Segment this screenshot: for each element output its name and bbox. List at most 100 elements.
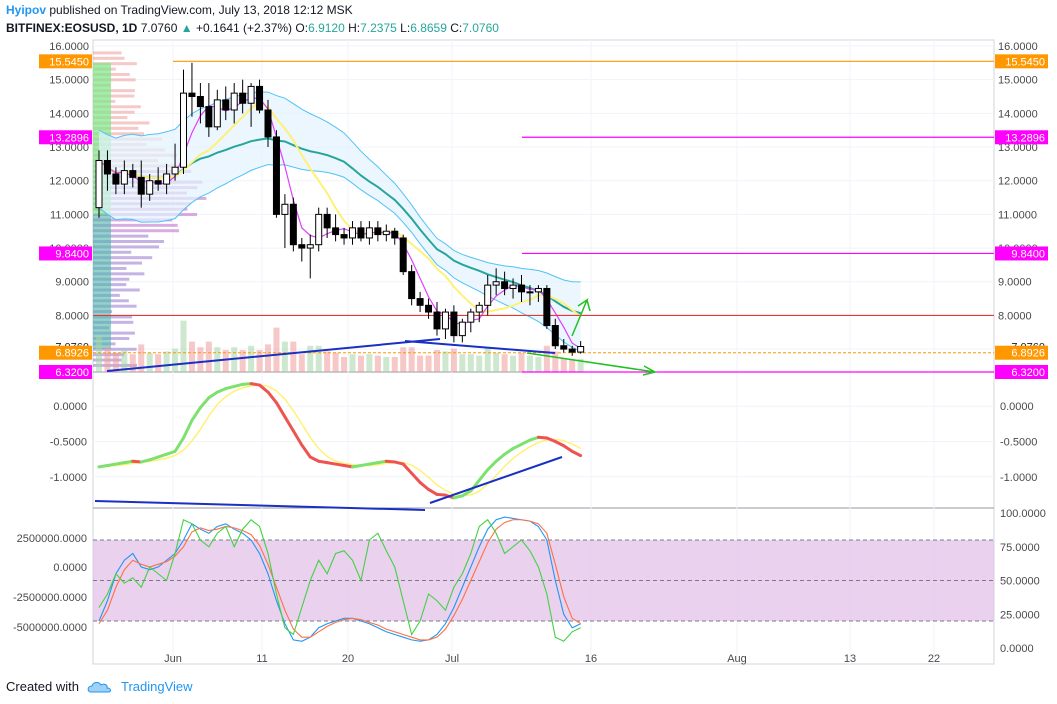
candle-body (213, 99, 221, 128)
y-tick-label: 8.0000 (998, 310, 1032, 322)
y-tick-label: 50.0000 (1000, 576, 1040, 588)
price-label-left (39, 345, 92, 360)
oscillator-trendline[interactable] (429, 456, 563, 504)
y-tick-label: 13.0000 (998, 142, 1038, 154)
y-tick-label: 12.0000 (49, 176, 89, 188)
volume-bar (450, 348, 457, 372)
oscillator-segment (258, 383, 270, 394)
volume-bar (417, 355, 424, 372)
oscillator-segment (266, 390, 278, 405)
volume-bar (467, 354, 474, 372)
oscillator-segment (182, 418, 194, 440)
trendline-resistance[interactable] (404, 340, 556, 354)
oscillator-segment (418, 480, 431, 491)
candle-body (441, 311, 449, 330)
price-label-right (995, 365, 1048, 379)
moving-average-fast (98, 97, 581, 349)
y-tick-label: -5000000.0000 (13, 622, 87, 634)
oscillator-segment (511, 442, 523, 451)
candle-body (205, 106, 213, 128)
low-value: 6.8659 (410, 21, 447, 35)
trendline-support[interactable] (106, 338, 441, 372)
volume-bar (349, 354, 356, 372)
oscillator-segment (460, 489, 473, 498)
candle-body (222, 99, 230, 111)
price-change: +0.1641 (+2.37%) (195, 21, 293, 35)
x-tick-label: Jun (164, 653, 182, 665)
oscillator-trendline[interactable] (94, 500, 426, 511)
volume-profile-bar (93, 272, 145, 276)
oscillator-segment (520, 438, 532, 446)
stochastic-pane (93, 516, 994, 642)
chart-frame (92, 39, 995, 665)
y-tick-label: 12.0000 (998, 176, 1038, 188)
volume-bar (205, 341, 212, 372)
oscillator-segment (401, 462, 414, 475)
volume-bar (425, 355, 432, 372)
candle-body (458, 321, 466, 337)
candle-body (382, 230, 390, 236)
y-tick-label: 14.0000 (49, 108, 89, 120)
candle-body (560, 345, 568, 350)
price-label-text: 15.5450 (1005, 56, 1045, 68)
y-tick-label: 9.0000 (998, 277, 1032, 289)
author-link[interactable]: Hyipov (6, 3, 47, 17)
volume-bar (265, 344, 271, 372)
oscillator-segment (215, 387, 228, 394)
volume-profile-bar (93, 72, 130, 76)
price-label-right (995, 130, 1048, 145)
stochastic-line (98, 519, 581, 641)
publish-info: Hyipov published on TradingView.com, Jul… (6, 3, 353, 17)
volume-profile-bar (93, 51, 122, 55)
close-value: 7.0760 (462, 21, 499, 35)
y-tick-label: 14.0000 (998, 108, 1038, 120)
y-tick-label: 2500000.0000 (17, 533, 87, 545)
y-tick-label: 25.0000 (1000, 609, 1040, 621)
candle-body (374, 227, 382, 236)
volume-bar (476, 355, 483, 372)
volume-profile-bar (93, 304, 137, 308)
y-tick-label: -2500000.0000 (13, 592, 87, 604)
published-text: published on TradingView.com, July 13, 2… (49, 3, 353, 17)
volume-bar (112, 352, 119, 372)
volume-profile-bar (93, 250, 132, 254)
oscillator-segment (427, 487, 439, 496)
candle-body (306, 244, 314, 249)
y-tick-label: -0.5000 (50, 437, 87, 449)
volume-profile-bar (93, 347, 137, 351)
oscillator-segment (198, 396, 211, 410)
volume-profile-bar (93, 315, 133, 319)
volume-bar (408, 347, 415, 372)
oscillator-pane (94, 382, 583, 511)
axis-labels: 16.0000 16.0000 15.0000 15.0000 14.0000 14.00… (13, 41, 1048, 665)
volume-bar (315, 345, 322, 372)
bollinger-lower (98, 164, 581, 352)
volume-bar (197, 347, 204, 372)
volume-profile-bar (93, 229, 180, 233)
last-price: 7.0760 (140, 21, 178, 35)
candle-body (391, 230, 399, 239)
price-label-left (39, 365, 92, 379)
tradingview-link[interactable]: TradingView (120, 679, 193, 694)
volume-profile-bar (93, 277, 130, 281)
volume-bar (324, 351, 331, 372)
volume-bar (146, 352, 153, 372)
candle-body (137, 176, 145, 195)
volume-bar (560, 358, 567, 372)
price-label-text: 9.8400 (55, 248, 89, 260)
stochastic-line (98, 518, 581, 642)
oscillator-segment (300, 443, 312, 459)
created-with-text: Created with (6, 679, 79, 694)
oscillator-segment (503, 447, 515, 456)
candle-body (112, 173, 120, 185)
candle-body (163, 173, 171, 185)
volume-bar (104, 347, 111, 372)
candle-body (340, 234, 348, 239)
candle-body (298, 244, 306, 249)
volume-bar (155, 354, 162, 372)
candle-body (509, 284, 517, 289)
x-tick-label: 22 (928, 653, 940, 665)
price-label-left (39, 130, 92, 145)
candle-body (501, 281, 509, 289)
